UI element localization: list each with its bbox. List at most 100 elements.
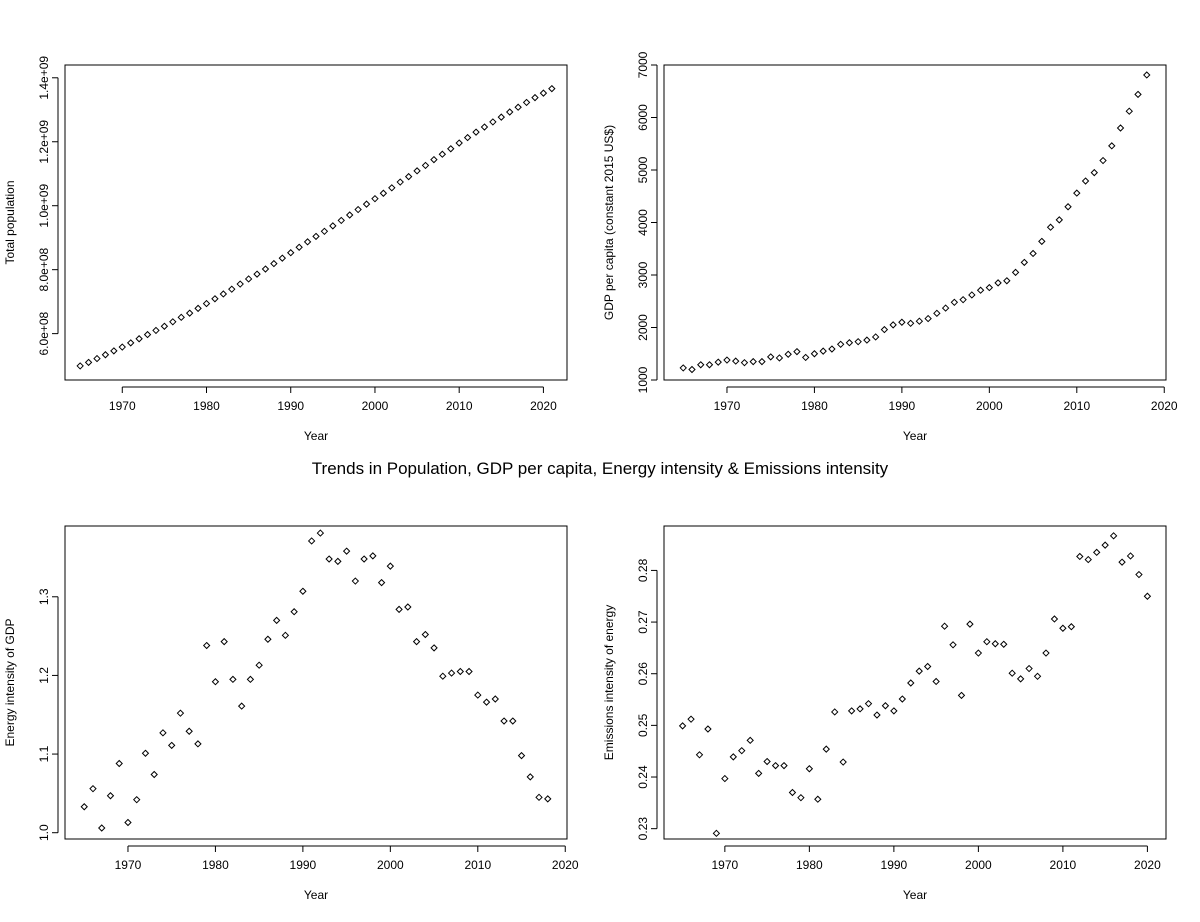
data-point: [244, 275, 253, 283]
data-point: [169, 318, 177, 326]
data-point: [797, 793, 805, 802]
x-tick-label: 2010: [1050, 858, 1077, 872]
data-point: [159, 729, 167, 737]
x-tick-label: 2020: [530, 399, 557, 413]
data-point: [1000, 640, 1008, 648]
data-point: [264, 635, 272, 643]
data-point: [337, 216, 345, 225]
data-point: [864, 699, 873, 708]
x-tick-label: 1970: [109, 399, 136, 413]
data-point: [447, 669, 456, 677]
data-point: [1116, 124, 1125, 132]
data-point: [1067, 623, 1076, 631]
data-point: [133, 795, 141, 804]
data-point: [766, 353, 775, 361]
data-point: [1092, 548, 1101, 557]
y-tick-label: 1.2: [37, 667, 51, 684]
y-tick-label: 1.3: [37, 588, 51, 605]
data-point: [371, 194, 379, 203]
data-point: [404, 603, 412, 611]
data-point: [482, 698, 491, 706]
data-point: [1118, 558, 1126, 566]
data-point: [678, 722, 687, 730]
data-point: [379, 189, 388, 197]
data-point: [395, 605, 403, 614]
data-point: [828, 345, 836, 353]
data-point: [1003, 277, 1011, 285]
x-tick-label: 2000: [362, 399, 389, 413]
x-tick-label: 1970: [711, 858, 738, 872]
data-point: [1055, 216, 1064, 224]
x-tick-label: 1990: [889, 399, 916, 413]
data-point: [463, 133, 472, 142]
data-point: [898, 695, 907, 703]
data-point: [522, 98, 531, 107]
data-point: [307, 537, 316, 545]
data-point: [950, 298, 959, 307]
data-point: [261, 265, 270, 273]
data-point: [1046, 223, 1055, 231]
data-point: [430, 155, 438, 164]
data-point: [456, 667, 465, 676]
y-tick-label: 1.2e+09: [37, 120, 51, 164]
panels: 1970 1980 1990 2000 2010 2020 6.0e+08 8.0e+08 1.…: [3, 51, 1178, 902]
y-tick-label: 1.0e+09: [37, 184, 51, 228]
data-point: [949, 641, 957, 649]
data-point: [89, 784, 97, 793]
data-point: [810, 350, 819, 358]
chart-emissions-intensity: 1970 1980 1990 2000 2010 2020 0.23 0.24 0.25 0.26…: [602, 525, 1167, 902]
y-axis-label: Total population: [3, 180, 17, 264]
data-point: [1025, 664, 1033, 673]
x-tick-label: 2010: [1063, 399, 1090, 413]
plot-frame: [64, 525, 568, 840]
data-point: [447, 145, 455, 153]
x-tick-label: 1980: [801, 399, 828, 413]
data-point: [933, 309, 941, 318]
data-point: [211, 295, 219, 303]
data-point: [740, 358, 749, 367]
x-axis-label: Year: [304, 429, 328, 443]
data-point: [404, 172, 413, 181]
x-tick-label: 1970: [714, 399, 741, 413]
x-tick-label: 1990: [290, 858, 317, 872]
data-point: [506, 108, 514, 116]
data-point: [413, 167, 421, 175]
x-tick-label: 2000: [976, 399, 1003, 413]
y-tick-label: 0.26: [636, 662, 650, 686]
data-point: [854, 337, 862, 346]
data-point: [295, 243, 303, 251]
data-point: [255, 661, 263, 669]
data-point: [526, 773, 534, 781]
data-point: [1038, 237, 1046, 246]
x-tick-label: 1980: [202, 858, 229, 872]
data-point: [455, 139, 463, 147]
x-axis-label: Year: [304, 888, 328, 902]
y-tick-label: 5000: [636, 156, 650, 183]
data-point: [514, 103, 522, 111]
data-point: [141, 749, 150, 757]
data-point: [1073, 189, 1081, 197]
data-point: [1059, 624, 1067, 632]
data-point: [898, 318, 906, 326]
y-tick-label: 6000: [636, 104, 650, 131]
data-point: [1125, 107, 1133, 115]
data-point: [229, 675, 237, 684]
data-point: [712, 829, 721, 838]
data-point: [839, 758, 847, 766]
data-point: [219, 290, 228, 298]
data-point: [863, 336, 871, 344]
data-point: [991, 640, 999, 648]
data-point: [847, 707, 856, 715]
data-point: [1076, 552, 1084, 561]
data-point: [360, 555, 368, 563]
data-point: [924, 314, 932, 323]
x-tick-label: 1980: [193, 399, 220, 413]
data-point: [966, 620, 974, 628]
data-point: [126, 339, 135, 347]
y-tick-label: 0.25: [636, 713, 650, 737]
data-point: [329, 222, 337, 230]
data-point: [354, 205, 362, 214]
data-point: [985, 283, 994, 292]
data-point: [369, 552, 377, 560]
y-tick-label: 1.4e+09: [37, 56, 51, 100]
